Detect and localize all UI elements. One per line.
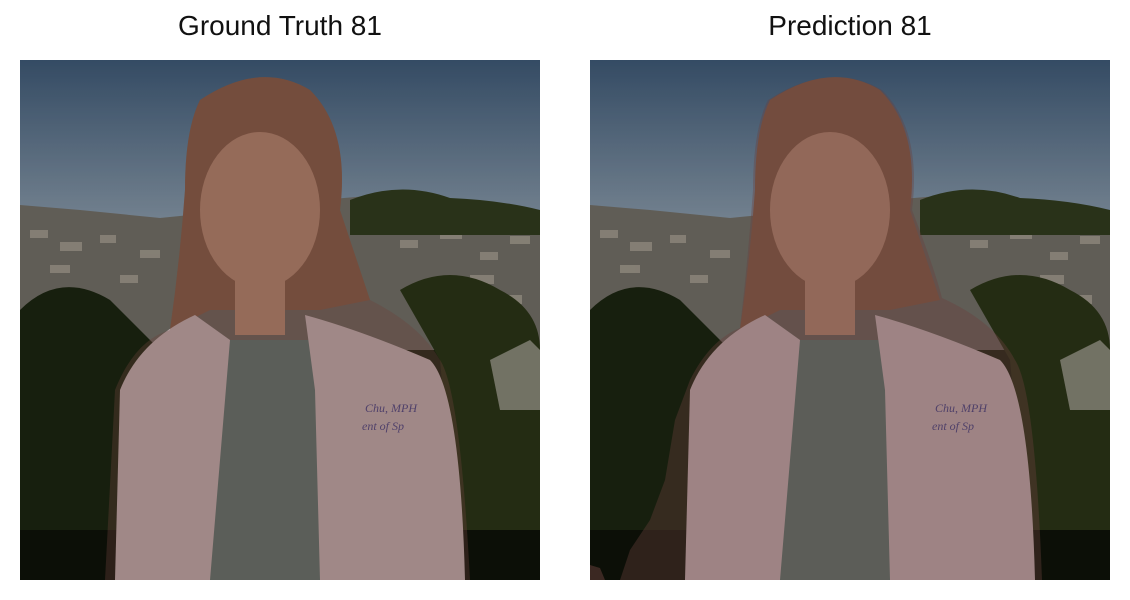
image-tint [20, 60, 540, 580]
panel-title-prediction: Prediction 81 [768, 10, 932, 41]
segmentation-image-prediction: Chu, MPH ent of Sp [590, 60, 1110, 580]
panel-prediction: Prediction 81 [590, 0, 1110, 600]
mask-overlay-prediction [620, 77, 1042, 580]
neck [805, 275, 855, 335]
coat-left [115, 315, 230, 580]
image-tint [590, 60, 1110, 580]
coat-left [685, 315, 800, 580]
coat-right [305, 315, 465, 580]
scrubs [765, 340, 900, 580]
coat-text-1: Chu, MPH [365, 401, 418, 415]
house [1060, 340, 1110, 410]
scrubs [195, 340, 330, 580]
panel-title-ground-truth: Ground Truth 81 [178, 10, 382, 41]
coat-text-1: Chu, MPH [935, 401, 988, 415]
segmentation-image-ground-truth: Chu, MPH ent of Sp [20, 60, 540, 580]
face [200, 132, 320, 288]
photo-ground-truth: Chu, MPH ent of Sp [20, 60, 540, 580]
right-foliage [400, 275, 540, 580]
mask-overlay-ground-truth [105, 77, 470, 580]
mask-fragment [590, 565, 605, 580]
right-foliage [970, 275, 1110, 580]
face [770, 132, 890, 288]
neck [235, 275, 285, 335]
hill-trees [350, 189, 540, 235]
hill-trees [920, 189, 1110, 235]
coat-text-2: ent of Sp [362, 419, 404, 433]
panel-ground-truth: Ground Truth 81 [20, 0, 540, 600]
coat-text-2: ent of Sp [932, 419, 974, 433]
coat-right [875, 315, 1035, 580]
photo-prediction: Chu, MPH ent of Sp [590, 60, 1110, 580]
house [490, 340, 540, 410]
